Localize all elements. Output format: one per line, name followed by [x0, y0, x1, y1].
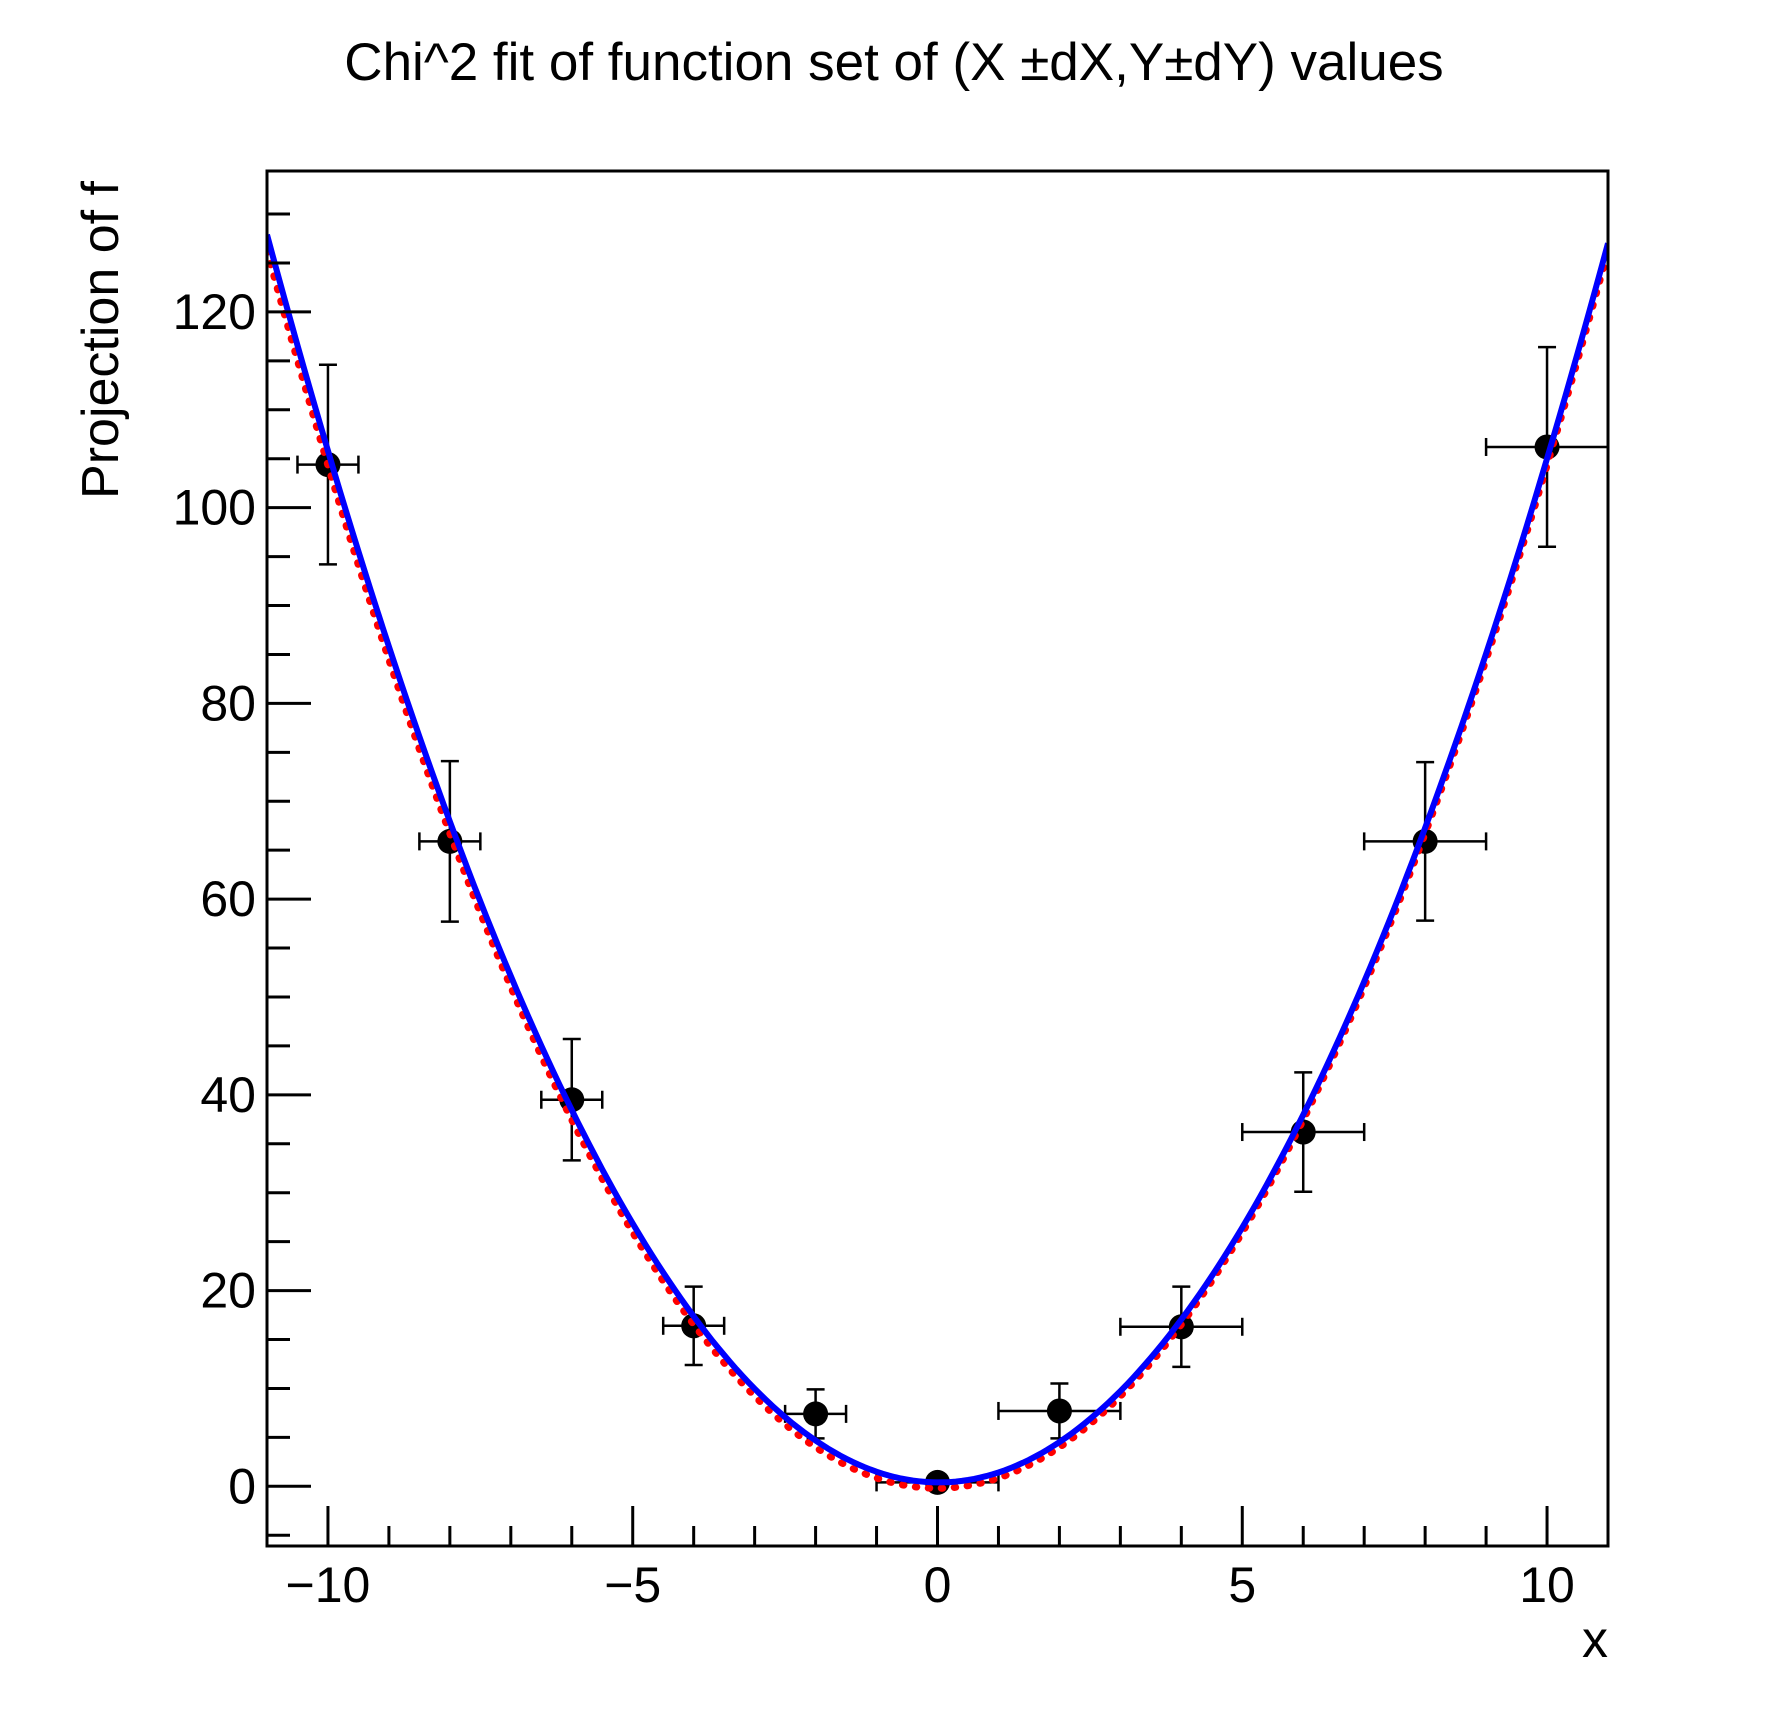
x-tick-label: 5	[1228, 1557, 1256, 1613]
y-tick-label: 40	[200, 1067, 256, 1123]
x-tick-label: −5	[604, 1557, 661, 1613]
y-tick-label: 60	[200, 871, 256, 927]
fit-curve-solid	[267, 233, 1608, 1486]
y-tick-label: 0	[228, 1458, 256, 1514]
y-axis-title: Projection of f	[72, 180, 130, 498]
plot-frame	[265, 169, 1610, 1548]
fit-curves-group	[267, 233, 1608, 1492]
data-point-marker	[1046, 1398, 1072, 1424]
y-tick-label: 20	[200, 1263, 256, 1319]
y-tick-label: 100	[173, 480, 256, 536]
x-axis-title: x	[1582, 1611, 1608, 1669]
y-tick-label: 120	[173, 284, 256, 340]
chart-title: Chi^2 fit of function set of (X ±dX,Y±dY…	[344, 33, 1443, 92]
x-tick-label: 0	[924, 1557, 952, 1613]
x-tick-label: −10	[286, 1557, 371, 1613]
y-tick-label: 80	[200, 675, 256, 731]
x-tick-label: 10	[1519, 1557, 1575, 1613]
axis-ticks-group	[267, 212, 1549, 1546]
data-point	[997, 1382, 1122, 1440]
data-point-marker	[803, 1401, 829, 1427]
